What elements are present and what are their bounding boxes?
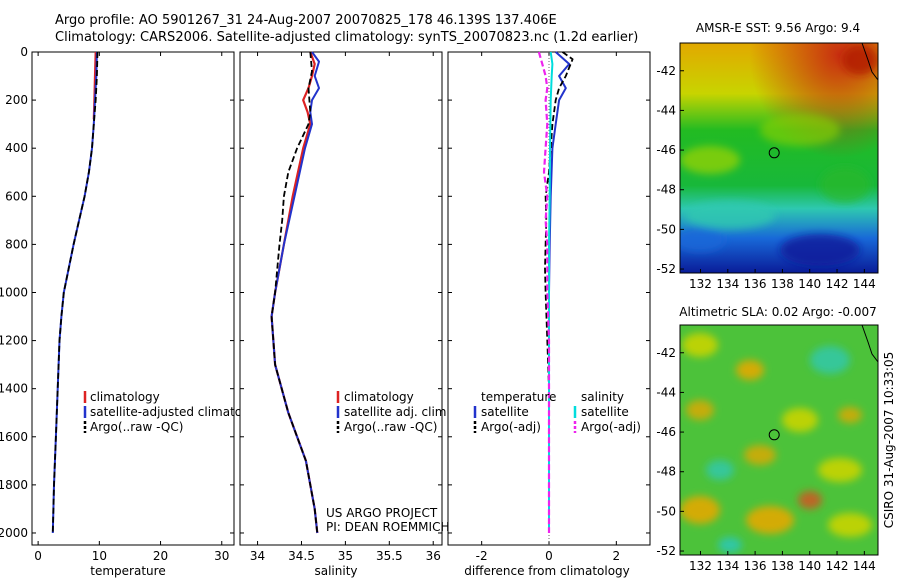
map-x-tick-label: 136 xyxy=(744,277,767,291)
salinity-legend: climatology satellite adj. clim. Argo(..… xyxy=(336,390,450,434)
temperature-panel: 0 200 400 600 800 1000 1200 1400 1600 1800 2000 0 10… xyxy=(0,45,268,578)
map-y-tick-label: -42 xyxy=(656,64,676,78)
legend-title-temperature: temperature xyxy=(481,390,556,404)
y-tick-label: 1000 xyxy=(0,285,28,299)
x-tick-label: 30 xyxy=(214,549,229,563)
x-tick-label: 34.5 xyxy=(288,549,315,563)
salinity-panel: 34 34.5 35 35.5 36 salinity climatology sate… xyxy=(239,51,450,578)
series-line-temperature-argo-adj- xyxy=(544,51,574,533)
y-tick-label: 1800 xyxy=(0,478,28,492)
x-tick-label: 35 xyxy=(338,549,353,563)
x-tick-label: 35.5 xyxy=(376,549,403,563)
temperature-legend: climatology satellite-adjusted climatolo… xyxy=(83,390,268,434)
map-y-tick-label: -44 xyxy=(656,385,676,399)
sst-map-title: AMSR-E SST: 9.56 Argo: 9.4 xyxy=(696,21,860,35)
argo-location-marker xyxy=(768,147,780,159)
y-tick-label: 2000 xyxy=(0,526,28,540)
salinity-xlabel: salinity xyxy=(314,564,357,578)
legend-label-temp-argo: Argo(-adj) xyxy=(481,420,541,434)
argo-location-marker xyxy=(768,429,780,441)
legend-label-argo: Argo(..raw -QC) xyxy=(344,420,437,434)
map-y-tick-label: -42 xyxy=(656,346,676,360)
legend-label-sal-satellite: satellite xyxy=(581,405,629,419)
map-x-tick-label: 142 xyxy=(826,559,849,573)
legend-label-satellite: satellite-adjusted climatology xyxy=(90,405,268,419)
map-y-tick-label: -52 xyxy=(656,262,676,276)
map-x-tick-label: 144 xyxy=(853,559,876,573)
map-y-tick-label: -44 xyxy=(656,103,676,117)
legend-label-climatology: climatology xyxy=(344,390,414,404)
map-x-tick-label: 138 xyxy=(771,277,794,291)
x-tick-label: 0 xyxy=(545,549,553,563)
y-tick-label: 1400 xyxy=(0,382,28,396)
map-y-tick-label: -50 xyxy=(656,504,676,518)
map-y-tick-label: -48 xyxy=(656,183,676,197)
map-x-tick-label: 132 xyxy=(689,277,712,291)
x-tick-label: 0 xyxy=(34,549,42,563)
difference-legend-temperature: temperature satellite Argo(-adj) xyxy=(473,390,556,434)
y-tick-label: 1600 xyxy=(0,430,28,444)
x-tick-label: 20 xyxy=(153,549,168,563)
side-timestamp-label: CSIRO 31-Aug-2007 10:33:05 xyxy=(882,352,896,528)
map-x-tick-label: 134 xyxy=(716,559,739,573)
series-line-argo-raw-qc- xyxy=(270,51,319,534)
x-tick-label: 36 xyxy=(426,549,441,563)
sla-map-image xyxy=(680,325,878,555)
series-line-argo-raw-qc- xyxy=(51,51,99,534)
map-x-tick-label: 142 xyxy=(826,277,849,291)
y-tick-label: 1200 xyxy=(0,334,28,348)
temperature-xlabel: temperature xyxy=(90,564,165,578)
salinity-axes-frame xyxy=(239,51,443,546)
map-x-tick-label: 140 xyxy=(798,277,821,291)
map-x-tick-label: 132 xyxy=(689,559,712,573)
series-line-salinity-satellite xyxy=(548,51,554,533)
map-x-tick-label: 144 xyxy=(853,277,876,291)
y-tick-label: 800 xyxy=(5,237,28,251)
series-line-satellite-adj-clim- xyxy=(270,51,320,534)
y-tick-label: 0 xyxy=(20,45,28,59)
map-x-tick-label: 136 xyxy=(744,559,767,573)
map-y-tick-label: -46 xyxy=(656,143,676,157)
map-y-tick-label: -50 xyxy=(656,222,676,236)
legend-label-argo: Argo(..raw -QC) xyxy=(90,420,183,434)
sst-map-panel: AMSR-E SST: 9.56 Argo: 9.4 132 134 136 138 1… xyxy=(656,21,879,291)
map-y-tick-label: -52 xyxy=(656,544,676,558)
difference-legend-salinity: salinity satellite Argo(-adj) xyxy=(573,390,641,434)
project-note-line1: US ARGO PROJECT xyxy=(326,506,438,520)
map-x-tick-label: 140 xyxy=(798,559,821,573)
figure-title-line2: Climatology: CARS2006. Satellite-adjuste… xyxy=(55,30,639,45)
sla-map-title: Altimetric SLA: 0.02 Argo: -0.007 xyxy=(679,305,876,319)
map-x-tick-label: 138 xyxy=(771,559,794,573)
legend-label-satellite: satellite adj. clim. xyxy=(344,405,450,419)
y-tick-label: 600 xyxy=(5,189,28,203)
x-tick-label: 34 xyxy=(250,549,265,563)
project-note-line2: PI: DEAN ROEMMICH xyxy=(326,520,449,534)
difference-xlabel: difference from climatology xyxy=(464,564,630,578)
legend-title-salinity: salinity xyxy=(581,390,624,404)
y-tick-label: 200 xyxy=(5,93,28,107)
x-tick-label: 10 xyxy=(92,549,107,563)
map-x-tick-label: 134 xyxy=(716,277,739,291)
sst-map-image xyxy=(680,43,878,273)
sla-map-panel: Altimetric SLA: 0.02 Argo: -0.007 xyxy=(656,305,879,573)
difference-panel: -2 0 2 difference from climatology tempera… xyxy=(447,51,651,578)
legend-label-temp-satellite: satellite xyxy=(481,405,529,419)
x-tick-label: 2 xyxy=(613,549,621,563)
y-tick-label: 400 xyxy=(5,141,28,155)
legend-label-sal-argo: Argo(-adj) xyxy=(581,420,641,434)
x-tick-label: -2 xyxy=(476,549,488,563)
legend-label-climatology: climatology xyxy=(90,390,160,404)
temperature-axes-frame xyxy=(31,51,235,546)
series-line-salinity-argo-adj- xyxy=(537,51,551,533)
map-y-tick-label: -48 xyxy=(656,465,676,479)
figure-title-line1: Argo profile: AO 5901267_31 24-Aug-2007 … xyxy=(55,13,557,28)
map-y-tick-label: -46 xyxy=(656,425,676,439)
